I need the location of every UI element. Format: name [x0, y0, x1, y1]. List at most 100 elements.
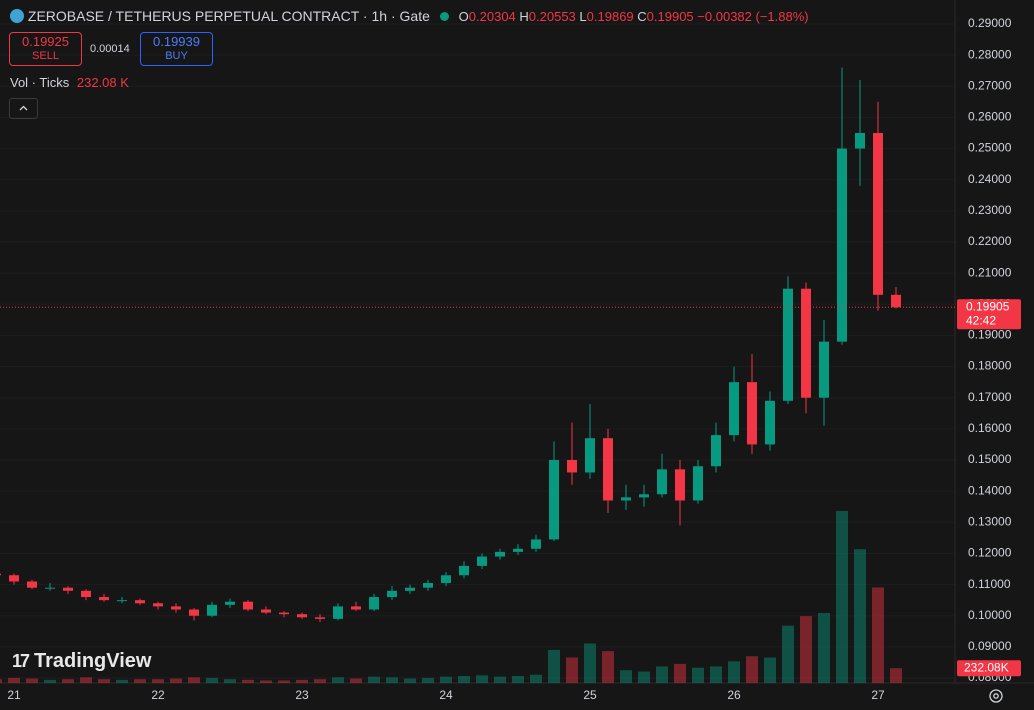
y-tick-label: 0.19000 [968, 328, 1012, 342]
x-tick-label: 26 [727, 688, 741, 702]
y-tick-label: 0.16000 [968, 421, 1012, 435]
candle-body [99, 597, 109, 601]
volume-bar [746, 656, 758, 683]
candle-body [333, 606, 343, 619]
volume-bar [98, 679, 110, 683]
candle-body [513, 548, 523, 552]
y-tick-label: 0.26000 [968, 110, 1012, 124]
interval: 1h [371, 8, 388, 24]
price-tag-countdown: 42:42 [966, 313, 996, 327]
volume-bar [638, 671, 650, 683]
volume-bar [818, 612, 830, 683]
candle-body [315, 617, 325, 619]
y-tick-label: 0.13000 [968, 514, 1012, 528]
y-tick-label: 0.09000 [968, 639, 1012, 653]
volume-bar [0, 679, 2, 683]
low-value: 0.19869 [586, 9, 634, 24]
sell-button[interactable]: 0.19925 SELL [9, 32, 82, 66]
candle-body [783, 288, 793, 401]
candle-body [639, 494, 649, 498]
candle-body [171, 606, 181, 610]
candle-body [153, 603, 163, 607]
candle-body [549, 460, 559, 540]
x-tick-label: 25 [583, 688, 597, 702]
x-tick-label: 24 [439, 688, 453, 702]
y-tick-label: 0.29000 [968, 16, 1012, 30]
collapse-button[interactable] [9, 98, 38, 119]
change: −0.00382 [697, 9, 752, 24]
volume-bar [584, 643, 596, 683]
volume-bar [224, 679, 236, 683]
volume-bar [278, 680, 290, 683]
candle-body [495, 551, 505, 557]
brand: 17 TradingView [12, 650, 152, 672]
buy-button[interactable]: 0.19939 BUY [140, 32, 213, 66]
volume-bar [728, 661, 740, 683]
volume-bar [440, 676, 452, 683]
y-tick-label: 0.17000 [968, 390, 1012, 404]
volume-legend: Vol · Ticks 232.08 K [10, 75, 129, 90]
candle-body [243, 601, 253, 610]
x-tick-label: 23 [295, 688, 309, 702]
y-tick-label: 0.18000 [968, 359, 1012, 373]
candle-body [891, 294, 901, 308]
volume-bar [188, 677, 200, 683]
candle-body [729, 382, 739, 436]
price-tag [957, 299, 1021, 330]
volume-bar [494, 676, 506, 683]
candle-body [369, 597, 379, 610]
candle-body [189, 609, 199, 616]
candle-body [585, 438, 595, 473]
volume-bar [170, 678, 182, 683]
price-tag-value: 0.19905 [966, 299, 1010, 313]
candle-body [531, 539, 541, 549]
c-label: C [637, 9, 647, 24]
volume-bar [332, 677, 344, 683]
symbol-icon [10, 9, 24, 23]
candle-body [819, 341, 829, 398]
candle-body [459, 565, 469, 576]
y-tick-label: 0.23000 [968, 203, 1012, 217]
volume-bar [8, 677, 20, 683]
volume-bar [242, 679, 254, 683]
volume-bar [260, 680, 272, 683]
volume-bar [512, 675, 524, 683]
volume-bar [530, 674, 542, 683]
volume-bar [314, 679, 326, 683]
buy-price: 0.19939 [153, 34, 200, 49]
candle-body [0, 573, 1, 576]
settings-icon[interactable] [988, 688, 1004, 704]
y-tick-label: 0.22000 [968, 234, 1012, 248]
volume-bar [548, 649, 560, 683]
candle-body [279, 612, 289, 615]
candle-body [621, 497, 631, 501]
volume-bar [890, 668, 902, 683]
candle-body [837, 148, 847, 342]
y-tick-label: 0.15000 [968, 452, 1012, 466]
volume-bar [872, 587, 884, 683]
volume-title: Vol · Ticks [10, 75, 70, 90]
sell-price: 0.19925 [22, 34, 69, 49]
volume-bar [134, 679, 146, 683]
volume-bar [800, 616, 812, 683]
candle-body [693, 466, 703, 501]
change-pct: (−1.88%) [755, 9, 809, 24]
candle-body [27, 581, 37, 588]
volume-bar [152, 679, 164, 683]
y-tick-label: 0.14000 [968, 483, 1012, 497]
volume-bar [368, 676, 380, 683]
close-value: 0.19905 [646, 9, 694, 24]
volume-bar [80, 677, 92, 683]
y-tick-label: 0.21000 [968, 265, 1012, 279]
candle-body [873, 132, 883, 295]
o-label: O [458, 9, 469, 24]
high-value: 0.20553 [528, 9, 576, 24]
candle-body [711, 435, 721, 467]
volume-bar [854, 549, 866, 683]
y-tick-label: 0.24000 [968, 172, 1012, 186]
candle-body [63, 587, 73, 591]
volume-bar [386, 677, 398, 683]
volume-bar [656, 666, 668, 683]
volume-value: 232.08 K [76, 75, 129, 90]
